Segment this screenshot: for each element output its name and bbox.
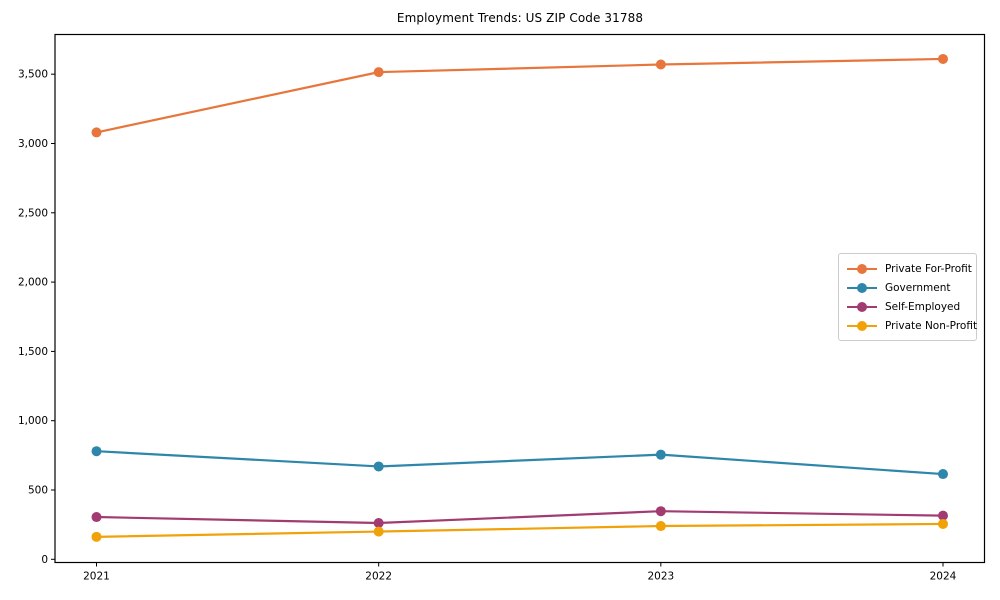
data-point-self-employed-2024 [938, 510, 948, 521]
data-point-self-employed-2023 [655, 506, 666, 517]
data-point-private-non-profit-2021 [91, 531, 102, 542]
legend-dot-icon [857, 282, 867, 293]
data-point-self-employed-2021 [91, 512, 102, 523]
legend-dot-icon [857, 263, 867, 274]
data-point-government-2024 [938, 469, 948, 480]
legend-dot-icon [857, 320, 867, 331]
legend-marker-icon [847, 263, 877, 274]
x-axis-tick-label: 2022 [365, 571, 392, 583]
legend-label: Self-Employed [885, 300, 961, 313]
legend-label: Private For-Profit [885, 262, 972, 275]
chart-title: Employment Trends: US ZIP Code 31788 [396, 11, 644, 25]
legend-dot-icon [857, 301, 867, 312]
y-axis-tick-label: 2,000 [18, 277, 48, 289]
legend-item-self-employed: Self-Employed [847, 297, 968, 316]
plot-border [54, 33, 986, 564]
data-point-government-2023 [655, 449, 666, 460]
data-point-private-for-profit-2022 [373, 67, 384, 78]
legend-item-private-non-profit: Private Non-Profit [847, 316, 977, 335]
data-point-government-2021 [91, 446, 102, 457]
series-line-government [96, 450, 944, 476]
y-axis-tick-label: 3,000 [18, 138, 48, 150]
legend-marker-icon [847, 282, 877, 293]
y-axis-tick-label: 0 [41, 554, 48, 566]
legend-marker-icon [847, 320, 877, 331]
data-point-private-non-profit-2022 [373, 526, 384, 537]
y-axis-tick-label: 1,500 [18, 346, 48, 358]
data-point-government-2022 [373, 461, 384, 472]
legend-label: Private Non-Profit [885, 319, 978, 332]
y-axis-tick-label: 500 [28, 485, 48, 497]
data-point-private-for-profit-2024 [938, 53, 948, 64]
legend-label: Government [885, 281, 951, 294]
y-axis-tick-label: 3,500 [18, 69, 48, 81]
legend: Private For-Profit Government Self-Employe… [838, 253, 977, 341]
data-point-self-employed-2022 [373, 517, 384, 528]
data-point-private-non-profit-2023 [655, 521, 666, 532]
legend-item-government: Government [847, 278, 968, 297]
data-point-private-for-profit-2021 [91, 127, 102, 138]
x-axis-tick-label: 2023 [647, 571, 674, 583]
series-line-private-for-profit [96, 57, 944, 134]
series-line-private-non-profit [96, 522, 944, 538]
y-axis-tick-label: 1,000 [18, 415, 48, 427]
series-line-self-employed [96, 510, 944, 525]
y-axis-tick-label: 2,500 [18, 207, 48, 219]
legend-marker-icon [847, 301, 877, 312]
x-axis-tick-label: 2024 [930, 571, 957, 583]
legend-item-private-for-profit: Private For-Profit [847, 259, 972, 278]
data-point-private-for-profit-2023 [655, 59, 666, 70]
data-point-private-non-profit-2024 [938, 518, 948, 529]
x-axis-tick-label: 2021 [83, 571, 110, 583]
